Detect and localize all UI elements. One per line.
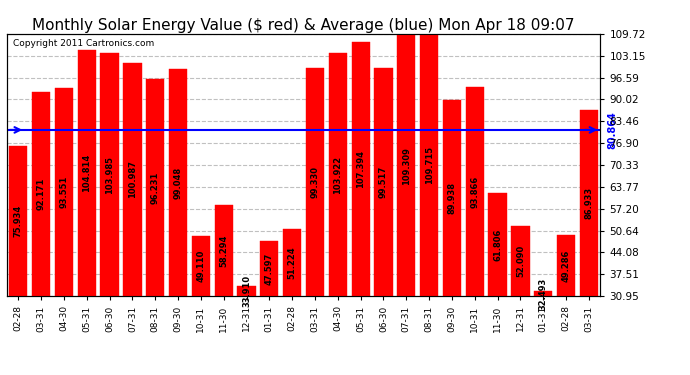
Bar <box>283 229 302 296</box>
Bar <box>32 92 50 296</box>
Bar <box>101 53 119 296</box>
Bar <box>557 235 575 296</box>
Bar <box>580 110 598 296</box>
Text: 80.864: 80.864 <box>607 111 617 149</box>
Text: 92.171: 92.171 <box>37 178 46 210</box>
Text: 49.286: 49.286 <box>562 249 571 282</box>
Bar <box>328 53 347 296</box>
Bar <box>420 34 438 296</box>
Text: 103.922: 103.922 <box>333 156 342 194</box>
Text: 96.231: 96.231 <box>150 171 160 204</box>
Bar <box>237 286 256 296</box>
Bar <box>55 88 73 296</box>
Text: 109.715: 109.715 <box>424 146 433 184</box>
Text: 103.985: 103.985 <box>105 156 114 194</box>
Bar <box>146 79 164 296</box>
Text: 33.910: 33.910 <box>242 275 251 308</box>
Text: 86.933: 86.933 <box>584 187 593 219</box>
Bar <box>306 68 324 296</box>
Text: 107.394: 107.394 <box>356 150 365 188</box>
Text: 61.806: 61.806 <box>493 229 502 261</box>
Title: Monthly Solar Energy Value ($ red) & Average (blue) Mon Apr 18 09:07: Monthly Solar Energy Value ($ red) & Ave… <box>32 18 575 33</box>
Text: 99.048: 99.048 <box>174 167 183 199</box>
Bar <box>169 69 187 296</box>
Bar <box>534 291 553 296</box>
Text: 58.294: 58.294 <box>219 234 228 267</box>
Text: 104.814: 104.814 <box>82 154 91 192</box>
Text: Copyright 2011 Cartronics.com: Copyright 2011 Cartronics.com <box>13 39 154 48</box>
Bar <box>192 236 210 296</box>
Bar <box>351 42 370 296</box>
Bar <box>511 226 529 296</box>
Text: 49.110: 49.110 <box>197 250 206 282</box>
Text: 52.090: 52.090 <box>516 245 525 277</box>
Bar <box>260 241 279 296</box>
Text: 93.551: 93.551 <box>59 176 68 208</box>
Text: 99.517: 99.517 <box>379 166 388 198</box>
Text: 100.987: 100.987 <box>128 160 137 198</box>
Text: 51.224: 51.224 <box>288 246 297 279</box>
Text: 109.309: 109.309 <box>402 147 411 184</box>
Text: 75.934: 75.934 <box>14 205 23 237</box>
Bar <box>215 205 233 296</box>
Text: 99.330: 99.330 <box>310 166 319 198</box>
Text: 32.493: 32.493 <box>539 278 548 310</box>
Bar <box>466 87 484 296</box>
Bar <box>78 50 96 296</box>
Text: 93.866: 93.866 <box>471 175 480 207</box>
Bar <box>375 68 393 296</box>
Bar <box>9 146 28 296</box>
Bar <box>489 194 506 296</box>
Text: 47.597: 47.597 <box>265 252 274 285</box>
Bar <box>397 35 415 296</box>
Bar <box>124 63 141 296</box>
Text: 89.938: 89.938 <box>447 182 457 214</box>
Bar <box>443 100 461 296</box>
